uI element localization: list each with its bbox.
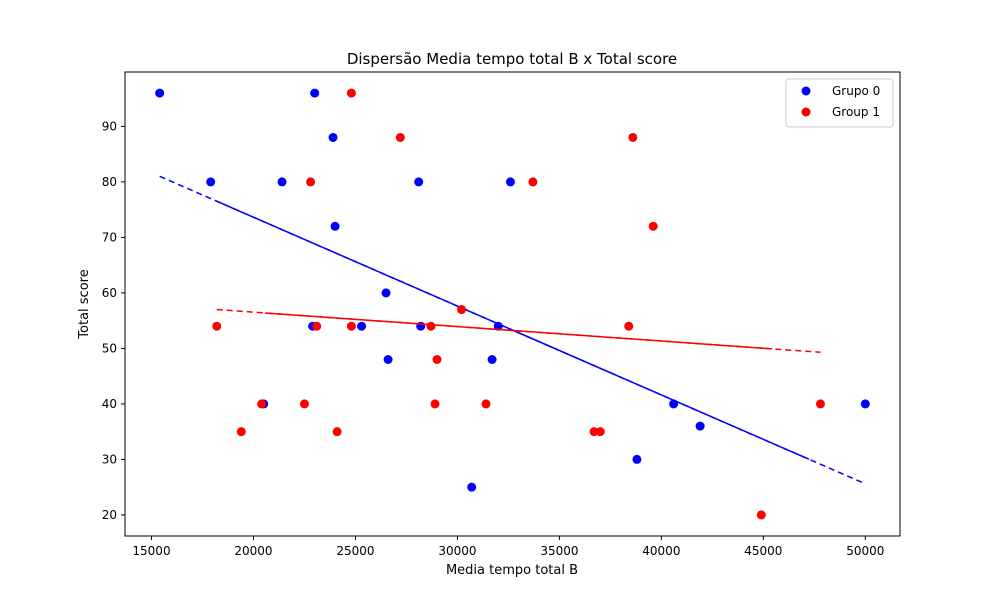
y-tick-label: 30 [102,452,117,466]
data-point [628,132,638,142]
data-point [467,482,477,492]
data-point [212,321,222,331]
data-point [487,355,497,365]
y-tick-label: 80 [102,175,117,189]
data-point [381,288,391,298]
y-tick-label: 20 [102,508,117,522]
data-point [481,399,491,409]
data-point [332,427,342,437]
x-axis: 15000 20000 25000 30000 35000 40000 45000 50000 [132,536,884,558]
data-point [328,132,338,142]
x-tick-label: 30000 [438,544,476,558]
data-point [299,399,309,409]
y-tick-label: 60 [102,286,117,300]
x-tick-label: 20000 [234,544,272,558]
trend-line [265,312,773,350]
data-point [383,355,393,365]
series-1 [212,88,825,520]
data-point [528,177,538,187]
data-point [815,399,825,409]
data-point [695,421,705,431]
data-point [632,454,642,464]
data-point [310,88,320,98]
plot-area [155,88,870,520]
data-point [330,221,340,231]
x-tick-label: 35000 [540,544,578,558]
y-axis: 20 30 40 50 60 70 80 90 [102,119,125,522]
data-point [624,321,634,331]
data-point [257,399,267,409]
y-axis-label: Total score [77,269,92,339]
data-point [395,132,405,142]
y-tick-label: 40 [102,397,117,411]
x-tick-label: 50000 [846,544,884,558]
y-tick-label: 70 [102,230,117,244]
legend: Grupo 0 Group 1 [785,78,894,128]
data-point [432,355,442,365]
plot-frame [124,71,901,537]
data-point [155,88,165,98]
data-point [206,177,216,187]
data-point [357,321,367,331]
data-point [648,221,658,231]
data-point [493,321,503,331]
data-point [346,321,356,331]
data-point [669,399,679,409]
y-tick-label: 50 [102,341,117,355]
data-point [426,321,436,331]
legend-label: Group 1 [832,105,880,119]
data-point [756,510,766,520]
x-axis-label: Media tempo total B [446,563,578,578]
data-point [236,427,246,437]
chart-title: Dispersão Media tempo total B x Total sc… [347,50,677,68]
series-0 [155,88,870,492]
data-point [414,177,424,187]
x-tick-label: 25000 [336,544,374,558]
x-tick-label: 15000 [132,544,170,558]
data-point [595,427,605,437]
data-point [860,399,870,409]
data-point [505,177,515,187]
y-tick-label: 90 [102,119,117,133]
legend-box [785,78,894,128]
x-tick-label: 45000 [744,544,782,558]
data-point [430,399,440,409]
legend-label: Grupo 0 [832,84,880,98]
data-point [306,177,316,187]
data-point [457,305,467,315]
data-point [277,177,287,187]
legend-marker [801,86,811,96]
x-tick-label: 40000 [642,544,680,558]
legend-marker [801,107,811,117]
data-point [346,88,356,98]
data-point [312,321,322,331]
